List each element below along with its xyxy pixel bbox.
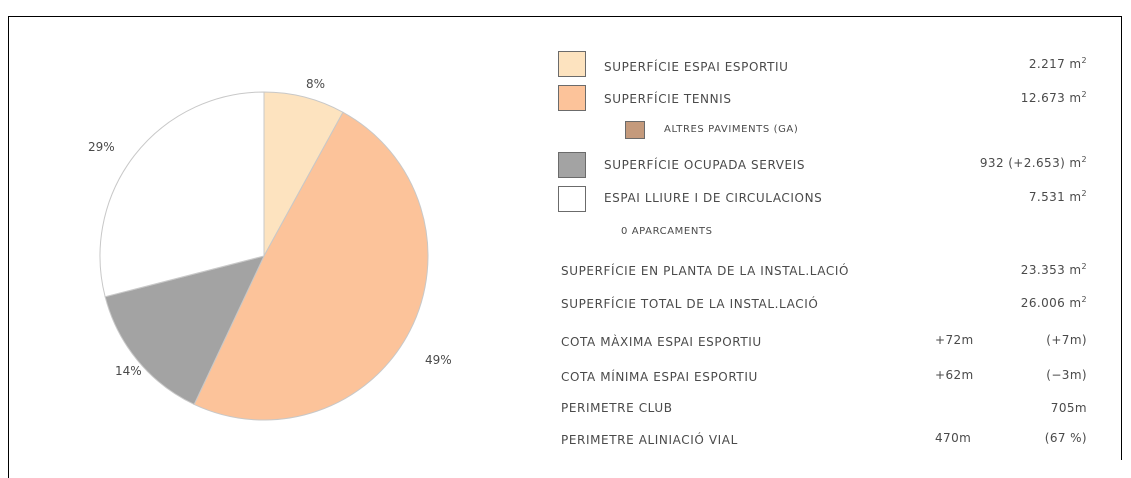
- stat-value-perimetre-vial: (67 %): [1044, 431, 1087, 445]
- stat-label-cota-minima: COTA MÍNIMA ESPAI ESPORTIU: [561, 370, 758, 384]
- pie-slice-2: [193, 111, 429, 421]
- legend-value-espai-esportiu: 2.217 m2: [1028, 56, 1087, 71]
- legend-label-altres-paviments: ALTRES PAVIMENTS (GA): [664, 124, 799, 135]
- stat-label-perimetre-vial: PERIMETRE ALINIACIÓ VIAL: [561, 433, 738, 447]
- stat-label-perimetre-club: PERIMETRE CLUB: [561, 401, 673, 415]
- legend-swatch-tennis: [558, 85, 586, 111]
- legend-swatch-espai-lliure: [558, 186, 586, 212]
- legend-swatch-espai-esportiu: [558, 51, 586, 77]
- legend-label-ocupada-serveis: SUPERFÍCIE OCUPADA SERVEIS: [604, 158, 806, 172]
- frame-edge: [8, 460, 9, 478]
- drawing-frame: [8, 16, 1122, 460]
- pie-label-3: 14%: [115, 364, 142, 378]
- legend-value-tennis: 12.673 m2: [1020, 90, 1087, 105]
- stat-value-cota-minima: (−3m): [1046, 368, 1087, 382]
- stat-mid-cota-minima: +62m: [935, 368, 974, 382]
- stat-value-superficie-planta: 23.353 m2: [1020, 262, 1087, 277]
- stat-value-superficie-total: 26.006 m2: [1020, 295, 1087, 310]
- stat-label-superficie-total: SUPERFÍCIE TOTAL DE LA INSTAL.LACIÓ: [561, 297, 819, 311]
- pie-label-2: 49%: [425, 353, 452, 367]
- legend-label-espai-lliure: ESPAI LLIURE I DE CIRCULACIONS: [604, 191, 823, 205]
- legend-label-espai-esportiu: SUPERFÍCIE ESPAI ESPORTIU: [604, 60, 789, 74]
- legend-value-ocupada-serveis: 932 (+2.653) m2: [979, 155, 1087, 170]
- stat-label-superficie-planta: SUPERFÍCIE EN PLANTA DE LA INSTAL.LACIÓ: [561, 264, 850, 278]
- stat-value-cota-maxima: (+7m): [1046, 333, 1087, 347]
- stat-mid-cota-maxima: +72m: [935, 333, 974, 347]
- legend-swatch-ocupada-serveis: [558, 152, 586, 178]
- pie-label-4: 29%: [88, 140, 115, 154]
- pie-slice-4: [99, 91, 265, 298]
- legend-label-tennis: SUPERFÍCIE TENNIS: [604, 92, 732, 106]
- legend-swatch-altres-paviments: [625, 121, 645, 139]
- parking-count: 0 APARCAMENTS: [621, 226, 713, 237]
- pie-slice-3: [104, 255, 265, 406]
- stat-mid-perimetre-vial: 470m: [935, 431, 972, 445]
- stat-label-cota-maxima: COTA MÀXIMA ESPAI ESPORTIU: [561, 335, 762, 349]
- legend-value-espai-lliure: 7.531 m2: [1028, 189, 1087, 204]
- pie-label-1: 8%: [306, 77, 325, 91]
- stat-value-perimetre-club: 705m: [1050, 401, 1087, 415]
